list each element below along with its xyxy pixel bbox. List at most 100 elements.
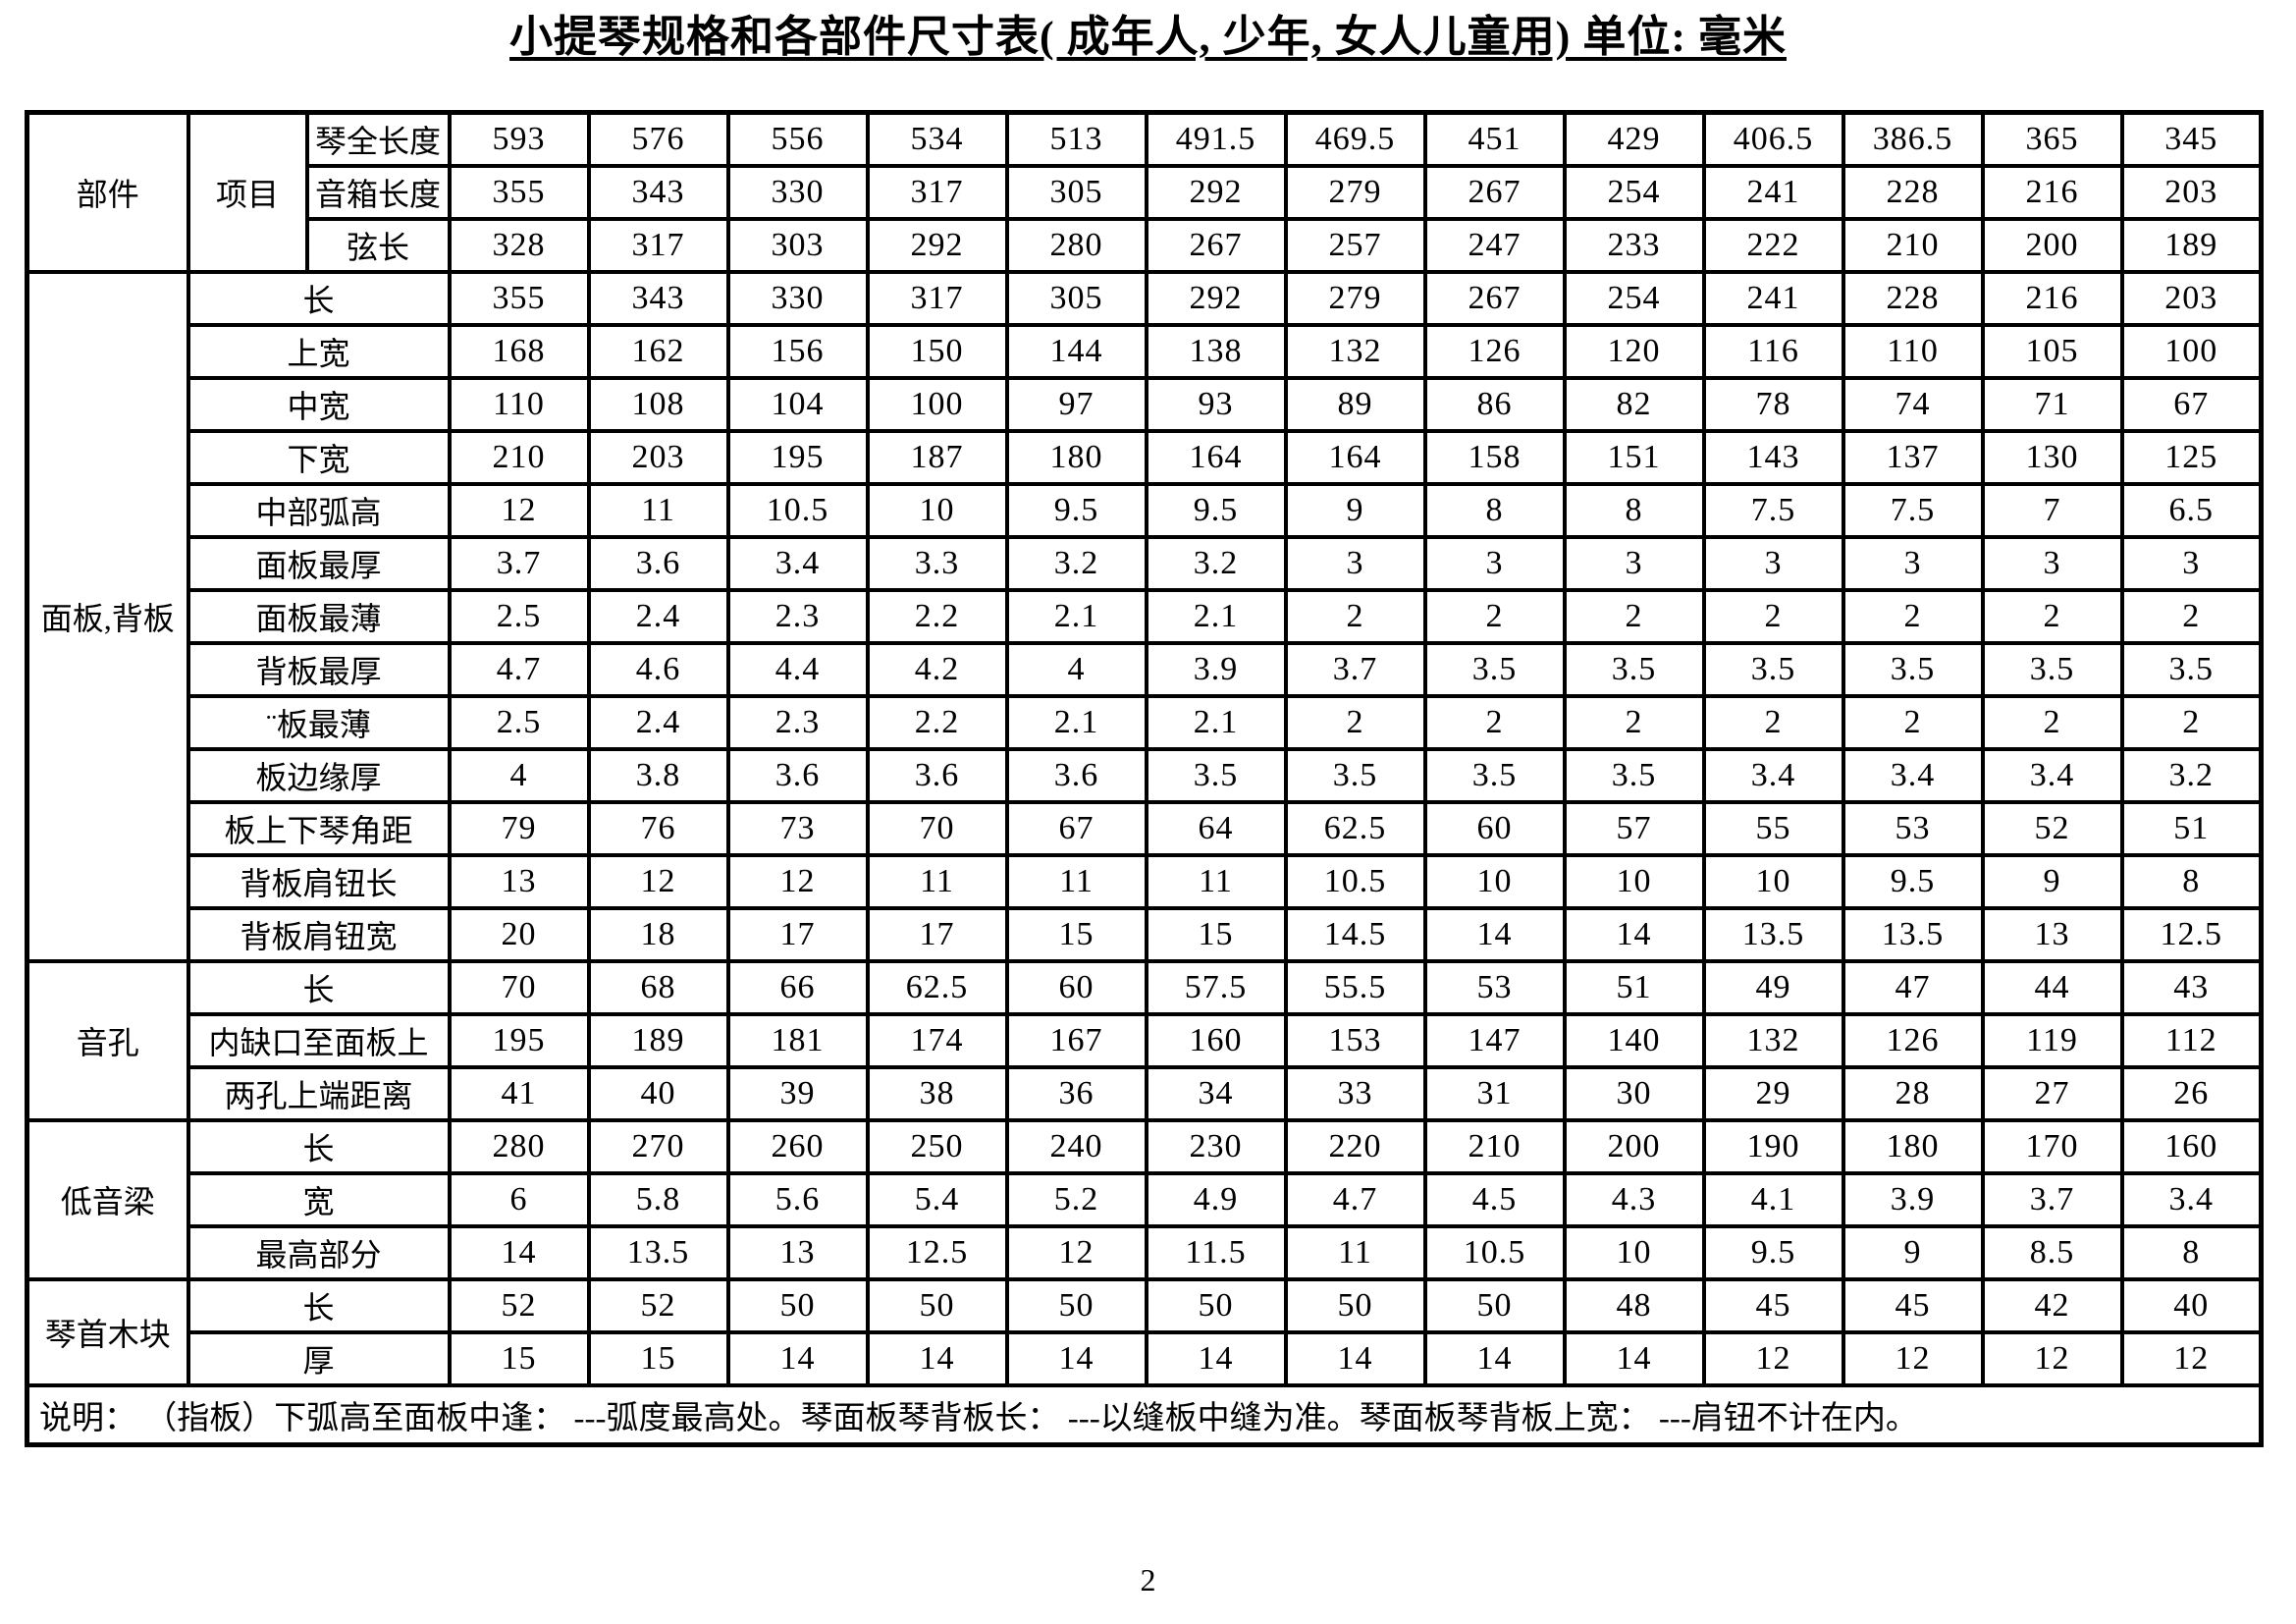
value-cell: 17 [865, 906, 1009, 964]
corner-items-cell: 项目 [186, 110, 309, 275]
value-cell: 3.8 [586, 747, 730, 805]
value-cell: 216 [1980, 164, 2124, 222]
value-cell: 15 [586, 1330, 730, 1388]
value-cell: 3.4 [1841, 747, 1985, 805]
value-cell: 11 [1144, 853, 1288, 911]
value-cell: 116 [1701, 323, 1845, 381]
value-cell: 168 [447, 323, 591, 381]
value-cell: 3.9 [1841, 1171, 1985, 1229]
row-label: 背板肩钮宽 [186, 906, 452, 964]
value-cell: 93 [1144, 376, 1288, 434]
row-label: 长 [186, 1277, 452, 1335]
spec-table-body: 部件 项目 琴全长度 593 576 556 534 513 491.5 469.5 451 429 4… [25, 110, 2264, 1447]
value-cell: 14 [1283, 1330, 1427, 1388]
value-cell: 2 [1980, 694, 2124, 752]
value-cell: 330 [725, 270, 870, 328]
value-cell: 3.2 [1144, 535, 1288, 593]
spec-table: 部件 项目 琴全长度 593 576 556 534 513 491.5 469.5 451 429 4… [25, 110, 2264, 1448]
value-cell: 7.5 [1701, 482, 1845, 540]
value-cell: 3.5 [1980, 641, 2124, 699]
value-cell: 257 [1283, 217, 1427, 275]
value-cell: 40 [2119, 1277, 2264, 1335]
value-cell: 14 [865, 1330, 1009, 1388]
value-cell: 3.5 [1144, 747, 1288, 805]
value-cell: 222 [1701, 217, 1845, 275]
row-label: 宽 [186, 1171, 452, 1229]
value-cell: 15 [1004, 906, 1148, 964]
value-cell: 187 [865, 429, 1009, 487]
value-cell: 151 [1562, 429, 1706, 487]
table-row: 音孔长 70 68 66 62.5 60 57.5 55.5 53 51 49 47 44 43 [25, 959, 2264, 1123]
value-cell: 8.5 [1980, 1224, 2124, 1282]
value-cell: 345 [2119, 110, 2264, 169]
value-cell: 2.4 [586, 588, 730, 646]
value-cell: 534 [865, 110, 1009, 169]
value-cell: 210 [1422, 1118, 1567, 1176]
value-cell: 3.6 [1004, 747, 1148, 805]
value-cell: 170 [1980, 1118, 2124, 1176]
section-label: 面板,背板 [25, 270, 190, 964]
value-cell: 5.8 [586, 1171, 730, 1229]
value-cell: 50 [1422, 1277, 1567, 1335]
value-cell: 150 [865, 323, 1009, 381]
value-cell: 160 [2119, 1118, 2264, 1176]
table-row: 两孔上端距离 41 40 39 38 36 34 33 31 30 29 28 27 26 [27, 1065, 2264, 1123]
table-row: 面板,背板长 355 343 330 317 305 292 279 267 254 241 228 2… [25, 270, 2264, 964]
value-cell: 230 [1144, 1118, 1288, 1176]
value-cell: 200 [1980, 217, 2124, 275]
row-label: 音箱长度 [304, 164, 452, 222]
value-cell: 6.5 [2119, 482, 2264, 540]
value-cell: 317 [865, 270, 1009, 328]
value-cell: 2 [1562, 588, 1706, 646]
value-cell: 491.5 [1144, 110, 1288, 169]
value-cell: 317 [586, 217, 730, 275]
note: 说明： （指板）下弧高至面板中逢： ---弧度最高处。琴面板琴背板长： ---以… [25, 1383, 2264, 1447]
value-cell: 12 [1004, 1224, 1148, 1282]
value-cell: 14 [1004, 1330, 1148, 1388]
value-cell: 144 [1004, 323, 1148, 381]
value-cell: 11 [865, 853, 1009, 911]
value-cell: 70 [447, 959, 591, 1017]
value-cell: 164 [1283, 429, 1427, 487]
value-cell: 11 [1004, 853, 1148, 911]
value-cell: 203 [586, 429, 730, 487]
row-label: 长 [186, 959, 452, 1017]
value-cell: 228 [1841, 164, 1985, 222]
value-cell: 9.5 [1701, 1224, 1845, 1282]
row-label: 中部弧高 [186, 482, 452, 540]
value-cell: 260 [725, 1118, 870, 1176]
value-cell: 3.6 [725, 747, 870, 805]
value-cell: 343 [586, 270, 730, 328]
value-cell: 4.3 [1562, 1171, 1706, 1229]
value-cell: 67 [1004, 800, 1148, 858]
value-cell: 73 [725, 800, 870, 858]
value-cell: 267 [1144, 217, 1288, 275]
value-cell: 2.1 [1144, 588, 1288, 646]
value-cell: 343 [586, 164, 730, 222]
value-cell: 4.6 [586, 641, 730, 699]
table-row: 面板最薄 2.5 2.4 2.3 2.2 2.1 2.1 2 2 2 2 2 2 2 [27, 588, 2264, 646]
value-cell: 28 [1841, 1065, 1985, 1123]
value-cell: 18 [586, 906, 730, 964]
value-cell: 240 [1004, 1118, 1148, 1176]
value-cell: 7 [1980, 482, 2124, 540]
value-cell: 143 [1701, 429, 1845, 487]
value-cell: 241 [1701, 270, 1845, 328]
value-cell: 45 [1841, 1277, 1985, 1335]
value-cell: 181 [725, 1012, 870, 1070]
header-row: 音箱长度 355 343 330 317 305 292 279 267 254 241 228 216… [27, 164, 2264, 222]
value-cell: 3 [1980, 535, 2124, 593]
header-row: 弦长 328 317 303 292 280 267 257 247 233 222 210 200 18… [27, 217, 2264, 275]
value-cell: 330 [725, 164, 870, 222]
value-cell: 126 [1422, 323, 1567, 381]
value-cell: 2.1 [1004, 694, 1148, 752]
value-cell: 12.5 [2119, 906, 2264, 964]
section-label: 音孔 [25, 959, 190, 1123]
value-cell: 279 [1283, 270, 1427, 328]
value-cell: 62.5 [865, 959, 1009, 1017]
value-cell: 44 [1980, 959, 2124, 1017]
value-cell: 355 [447, 164, 591, 222]
value-cell: 9 [1283, 482, 1427, 540]
value-cell: 62.5 [1283, 800, 1427, 858]
value-cell: 6 [447, 1171, 591, 1229]
